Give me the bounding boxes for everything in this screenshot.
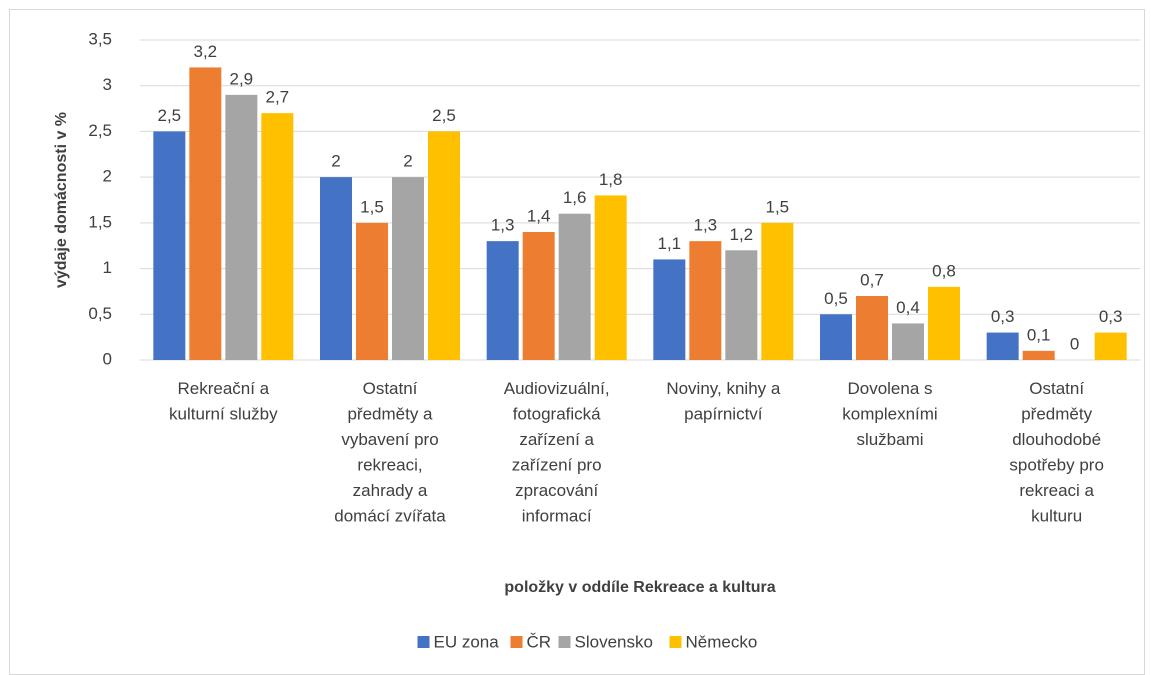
data-label: 1,5	[360, 197, 384, 216]
data-label: 0,5	[824, 289, 848, 308]
legend-swatch	[669, 636, 682, 648]
legend-label: EU zona	[434, 632, 500, 651]
data-label: 3,2	[194, 42, 218, 61]
bar	[653, 259, 686, 360]
data-label: 2,5	[158, 106, 182, 125]
x-tick-label: Dovolena s komplexními službami	[842, 379, 937, 449]
data-label: 0,7	[860, 270, 884, 289]
data-label: 1,3	[694, 216, 718, 235]
y-tick-label: 1	[103, 258, 112, 277]
bar	[986, 332, 1019, 360]
data-label: 1,6	[563, 188, 587, 207]
data-label: 2	[403, 152, 412, 171]
legend-swatch	[510, 636, 523, 648]
bar	[320, 177, 352, 360]
bar	[558, 213, 591, 360]
y-tick-label: 3	[103, 75, 112, 94]
data-label: 2,5	[432, 106, 456, 125]
data-label: 1,2	[730, 225, 754, 244]
x-tick-label: Ostatní předměty a vybavení pro rekreaci, za…	[334, 379, 446, 526]
bar	[153, 131, 186, 360]
x-axis-title: položky v oddíle Rekreace a kultura	[504, 579, 775, 596]
data-label: 1,4	[527, 206, 551, 225]
bar	[486, 241, 519, 360]
bar	[356, 222, 388, 360]
data-label: 1,5	[766, 197, 790, 216]
bar	[928, 286, 960, 360]
bar	[428, 131, 460, 360]
x-tick-label: Rekreační a kulturní služby	[169, 379, 278, 424]
data-label: 0	[1070, 334, 1079, 353]
data-label: 2,9	[230, 69, 254, 88]
bar	[725, 250, 758, 360]
data-label: 1,8	[599, 170, 623, 189]
y-tick-label: 3,5	[88, 29, 112, 48]
bar	[392, 177, 424, 360]
data-label: 0,4	[896, 298, 920, 317]
data-label: 1,3	[491, 216, 515, 235]
bar	[820, 314, 852, 360]
legend-label: ČR	[527, 632, 552, 651]
legend-label: Slovensko	[575, 632, 653, 651]
bar	[892, 323, 924, 360]
data-label: 2,7	[266, 88, 290, 107]
data-label: 0,1	[1027, 325, 1051, 344]
y-tick-label: 0,5	[88, 304, 112, 323]
bar	[522, 232, 555, 360]
y-tick-label: 0	[103, 349, 112, 368]
y-tick-label: 2,5	[88, 121, 112, 140]
bar	[761, 222, 794, 360]
data-label: 0,3	[1099, 307, 1123, 326]
legend-swatch	[558, 636, 571, 648]
bar	[594, 195, 627, 360]
x-tick-label: Noviny, knihy a papírnictví	[666, 379, 781, 424]
data-label: 2	[331, 152, 340, 171]
data-label: 0,3	[991, 307, 1015, 326]
y-tick-label: 2	[103, 167, 112, 186]
x-tick-label: Ostatní předměty dlouhodobé spotřeby pro rek…	[1009, 379, 1104, 526]
bar	[856, 296, 888, 360]
bar	[1022, 350, 1055, 360]
legend-swatch	[417, 636, 430, 648]
bar	[189, 67, 222, 360]
x-tick-label: Audiovizuální, fotografická zařízení a zaří…	[504, 379, 610, 526]
legend-label: Německo	[686, 632, 758, 651]
bar	[261, 113, 294, 361]
bar	[225, 94, 258, 360]
y-axis-title: výdaje domácnosti v %	[53, 112, 70, 288]
data-label: 1,1	[658, 234, 682, 253]
y-tick-label: 1,5	[88, 212, 112, 231]
bar	[1094, 332, 1127, 360]
bar	[689, 241, 722, 360]
data-label: 0,8	[932, 261, 956, 280]
